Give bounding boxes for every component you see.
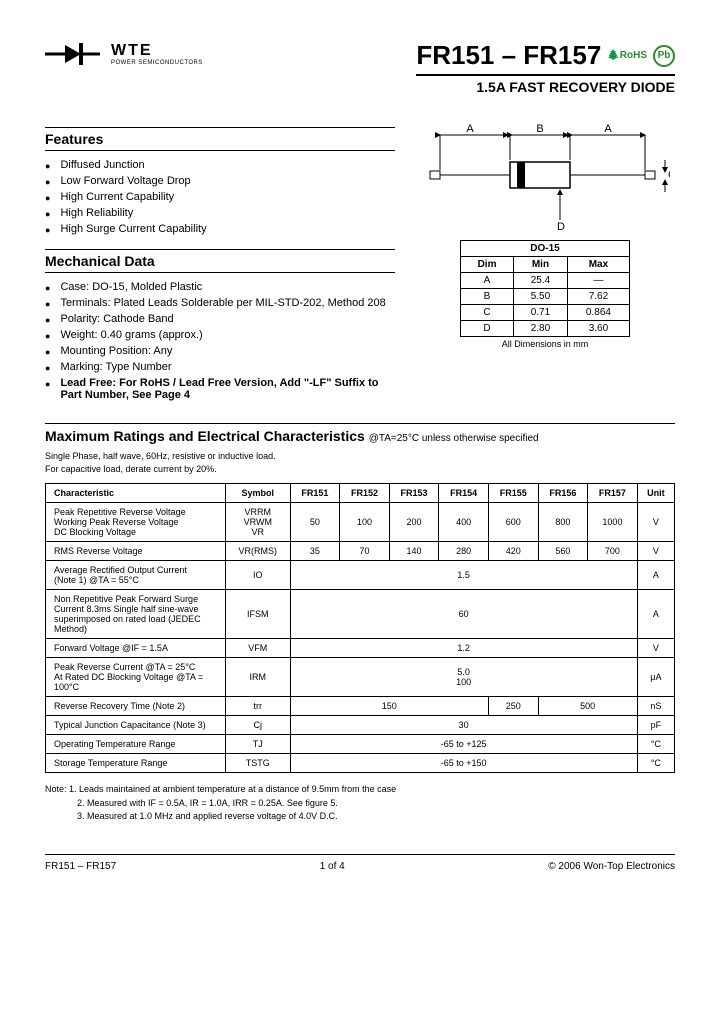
logo-brand: WTE xyxy=(111,42,203,60)
mech-leadfree: Lead Free: For RoHS / Lead Free Version,… xyxy=(60,377,395,401)
subtitle: 1.5A FAST RECOVERY DIODE xyxy=(416,79,675,95)
note-3: 3. Measured at 1.0 MHz and applied rever… xyxy=(45,810,675,824)
features-list: Diffused Junction Low Forward Voltage Dr… xyxy=(45,157,395,237)
feature-item: High Current Capability xyxy=(60,191,174,203)
notes: Note: 1. Leads maintained at ambient tem… xyxy=(45,783,675,824)
feature-item: Low Forward Voltage Drop xyxy=(60,175,190,187)
svg-text:A: A xyxy=(466,123,474,135)
note-1: Note: 1. Leads maintained at ambient tem… xyxy=(45,783,675,797)
mech-item: Mounting Position: Any xyxy=(60,345,172,357)
rohs-badge: 🌲RoHS xyxy=(607,50,647,61)
dim-title: DO-15 xyxy=(461,241,630,257)
dim-col: Min xyxy=(514,257,568,273)
mech-item: Weight: 0.40 grams (approx.) xyxy=(60,329,202,341)
title-block: FR151 – FR157 🌲RoHS Pb 1.5A FAST RECOVER… xyxy=(416,40,675,95)
features-heading: Features xyxy=(45,127,395,151)
dim-col: Dim xyxy=(461,257,514,273)
footer-left: FR151 – FR157 xyxy=(45,861,116,872)
mech-item: Terminals: Plated Leads Solderable per M… xyxy=(60,297,385,309)
mech-item: Marking: Type Number xyxy=(60,361,171,373)
dim-col: Max xyxy=(567,257,629,273)
footer-center: 1 of 4 xyxy=(320,861,345,872)
feature-item: Diffused Junction xyxy=(60,159,144,171)
feature-item: High Surge Current Capability xyxy=(60,223,206,235)
dimension-table: DO-15 Dim Min Max A25.4— B5.507.62 C0.71… xyxy=(460,240,630,337)
header: WTE POWER SEMICONDUCTORS FR151 – FR157 🌲… xyxy=(45,40,675,95)
svg-text:D: D xyxy=(557,221,565,230)
ratings-table: Characteristic Symbol FR151 FR152 FR153 … xyxy=(45,483,675,773)
diode-logo-icon xyxy=(45,40,105,68)
mech-item: Case: DO-15, Molded Plastic xyxy=(60,281,202,293)
package-diagram: A B A C D xyxy=(420,120,670,230)
logo: WTE POWER SEMICONDUCTORS xyxy=(45,40,203,68)
note-2: 2. Measured with IF = 0.5A, IR = 1.0A, I… xyxy=(45,797,675,811)
mech-item: Polarity: Cathode Band xyxy=(60,313,173,325)
ratings-note: Single Phase, half wave, 60Hz, resistive… xyxy=(45,450,675,475)
ratings-condition: @TA=25°C unless otherwise specified xyxy=(369,433,539,444)
svg-text:B: B xyxy=(536,123,543,135)
ratings-heading: Maximum Ratings and Electrical Character… xyxy=(45,423,675,444)
mechanical-heading: Mechanical Data xyxy=(45,249,395,273)
svg-text:A: A xyxy=(604,123,612,135)
svg-text:C: C xyxy=(668,169,670,181)
pb-badge: Pb xyxy=(653,45,675,67)
logo-sub: POWER SEMICONDUCTORS xyxy=(111,60,203,66)
mechanical-list: Case: DO-15, Molded Plastic Terminals: P… xyxy=(45,279,395,403)
feature-item: High Reliability xyxy=(60,207,133,219)
part-title: FR151 – FR157 xyxy=(416,40,601,71)
dim-caption: All Dimensions in mm xyxy=(415,339,675,349)
footer-right: © 2006 Won-Top Electronics xyxy=(548,861,675,872)
footer: FR151 – FR157 1 of 4 © 2006 Won-Top Elec… xyxy=(45,854,675,872)
